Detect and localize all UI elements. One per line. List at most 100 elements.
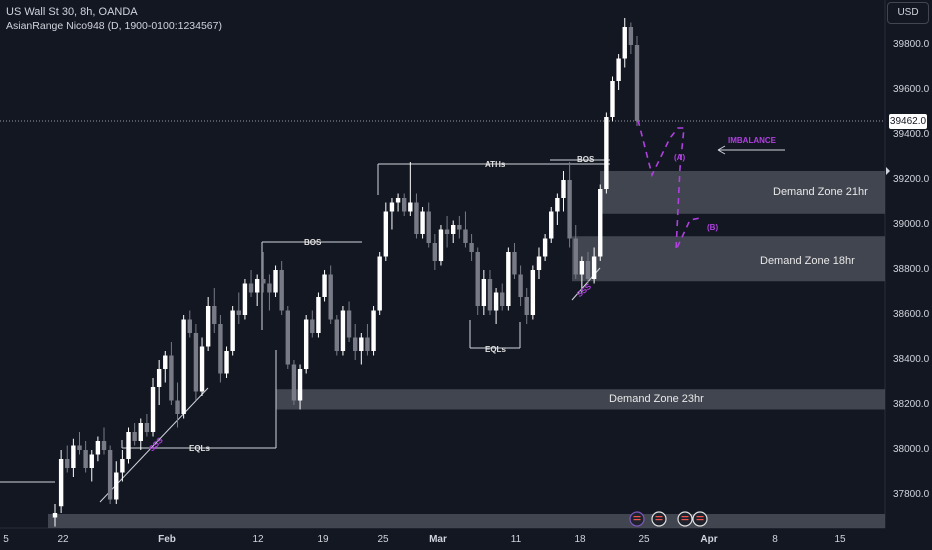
candle-body [218,324,223,374]
candle-body [285,310,290,365]
candle-body [181,319,186,414]
y-tick-label: 39400.0 [893,129,930,140]
imbalance-arrow-head [717,145,726,155]
currency-button[interactable]: USD [887,2,929,24]
candle-body [163,355,168,369]
candle-body [169,355,174,401]
last-price-label: 39462.0 [889,114,927,129]
x-tick-label: Feb [158,534,176,545]
candle-body [328,274,333,320]
aths-label: ATHs [485,160,506,169]
candle-body [414,202,419,234]
candle-body [383,211,389,257]
session-range-bar [48,514,885,528]
demand-zone-18hr-label: Demand Zone 18hr [760,255,855,267]
candle-body [475,252,480,306]
candle-body [598,189,603,257]
demand-zone-21hr-label: Demand Zone 21hr [773,186,868,198]
candle-body [457,225,462,230]
candle-body [426,211,431,243]
candle-body [254,279,260,293]
candle-body [58,459,64,507]
candle-body [65,459,70,468]
us-flag-icon-stripe [655,519,663,521]
candle-body [463,229,468,243]
candle-body [487,279,493,311]
candle-body [297,369,303,401]
candle-body [365,337,370,351]
candle-body [408,202,413,212]
candle-body [451,225,456,234]
candle-body [346,310,352,338]
candle-body [175,400,180,414]
candle-body [77,445,82,450]
candle-body [89,454,94,468]
candle-body [156,369,162,387]
y-tick-label: 38200.0 [893,399,930,410]
y-tick-label: 38600.0 [893,309,930,320]
x-tick-label: Apr [700,534,718,545]
candle-body [395,198,401,203]
candle-body [555,198,560,212]
candle-body [432,243,438,261]
candle-body [359,337,364,351]
candle-body [242,283,248,315]
candle-body [524,297,529,315]
candle-body [604,117,609,189]
candle-body [628,27,634,45]
us-flag-icon-stripe [681,516,689,518]
candle-body [610,81,615,117]
us-flag-icon-stripe [696,516,704,518]
x-tick-label: 12 [252,534,264,545]
candle-body [616,58,621,81]
indicator-title: AsianRange Nico948 (D, 1900-0100:1234567… [6,20,222,32]
x-tick-label: 11 [510,534,522,545]
projection-path [637,119,701,251]
bos-left-label: BOS [304,238,322,247]
candle-body [212,306,217,324]
imbalance-label: IMBALANCE [728,136,776,145]
candle-body [114,472,119,500]
demand-zone-2 [276,389,885,410]
candle-body [500,292,505,306]
lightning-icon-stripe [633,519,641,521]
candle-body [493,292,499,311]
candle-body [438,229,444,261]
candle-body [371,310,376,351]
candle-body [101,441,107,450]
candle-body [549,211,554,239]
candle-body [248,283,254,293]
candle-body [561,180,566,198]
candle-body [187,319,192,333]
candle-body [279,270,284,311]
axis-marker-icon [886,167,890,175]
eqls-mid-label: EQLs [485,345,506,354]
candle-body [230,310,235,351]
candle-body [506,252,511,306]
candle-body [52,513,58,518]
candle-body [420,211,425,234]
y-tick-label: 39000.0 [893,219,930,230]
x-tick-label: 22 [57,534,69,545]
x-tick-label: Mar [429,534,447,545]
candle-body [340,310,346,351]
candle-body [444,229,450,234]
x-tick-label: 18 [574,534,586,545]
candle-body [542,238,548,257]
candle-body [622,27,627,59]
candle-body [402,198,407,212]
y-tick-label: 39200.0 [893,174,930,185]
eqls-left-label: EQLs [189,444,210,453]
chart-header: US Wall St 30, 8h, OANDA AsianRange Nico… [6,5,222,33]
candle-body [120,459,125,473]
candle-body [83,450,88,468]
candle-body [481,279,487,306]
y-tick-label: 37800.0 [893,489,930,500]
candle-body [267,283,272,293]
wave-a-label: (A) [674,153,686,162]
x-tick-label: 25 [377,534,389,545]
candle-body [236,310,241,315]
candle-body [150,387,156,432]
candle-body [310,319,315,333]
